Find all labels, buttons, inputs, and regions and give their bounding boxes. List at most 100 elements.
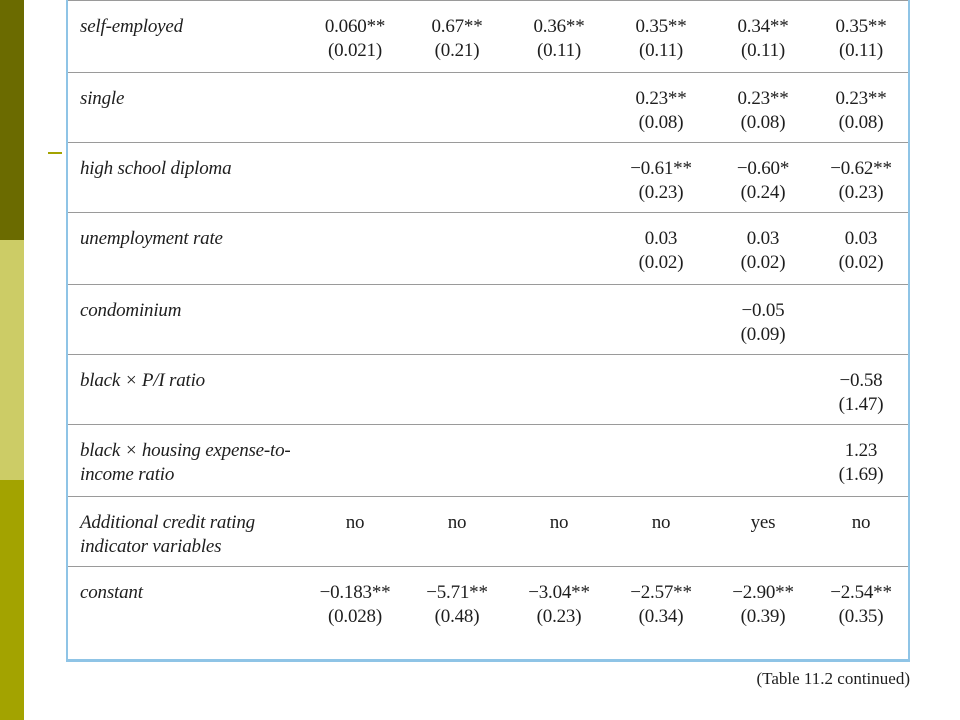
standard-error: (0.021) [327, 40, 382, 61]
coefficient: −0.60* [736, 158, 790, 179]
table-cell [304, 72, 406, 143]
coefficient: 0.03 [746, 228, 780, 249]
table-cell: −0.61** (0.23) [610, 142, 712, 213]
table-cell: no [304, 496, 406, 567]
table-cell: 1.23 (1.69) [814, 424, 908, 497]
coefficient: no [447, 512, 467, 533]
coefficient: −0.62** [830, 158, 892, 179]
standard-error: (0.24) [740, 182, 786, 203]
coefficient: 0.23** [835, 88, 887, 109]
coefficient: 0.36** [533, 16, 585, 37]
slide-strip-dark [0, 0, 24, 240]
coefficient: 0.060** [324, 16, 386, 37]
table-cell [610, 284, 712, 355]
coefficient: −0.58 [839, 370, 883, 391]
standard-error: (0.11) [537, 40, 581, 61]
table-row: high school diploma −0.61** (0.23) −0.60* (0… [68, 142, 908, 213]
table-cell [508, 142, 610, 213]
table-cell: −3.04** (0.23) [508, 566, 610, 637]
table-cell [712, 354, 814, 425]
table-cell: 0.03 (0.02) [814, 212, 908, 285]
coefficient: −0.05 [741, 300, 785, 321]
row-label: single [68, 72, 304, 143]
standard-error: (0.09) [740, 324, 786, 345]
table-row: condominium −0.05 (0.09) [68, 284, 908, 355]
row-label: Additional credit rating indicator varia… [68, 496, 304, 567]
table-cell [304, 284, 406, 355]
coefficient: 0.67** [431, 16, 483, 37]
table-row: single 0.23** (0.08) 0.23** (0.08) 0.23** (0.0… [68, 72, 908, 143]
table-cell [508, 72, 610, 143]
standard-error: (0.02) [638, 252, 684, 273]
table-caption: (Table 11.2 continued) [756, 669, 911, 688]
standard-error: (0.35) [838, 606, 884, 627]
coefficient: 0.03 [844, 228, 878, 249]
table-cell [406, 142, 508, 213]
coefficient: 0.23** [635, 88, 687, 109]
table-cell: 0.34** (0.11) [712, 0, 814, 73]
table-cell [406, 424, 508, 497]
table-cell [304, 212, 406, 285]
accent-dash [48, 152, 62, 154]
table-cell [610, 424, 712, 497]
row-label: condominium [68, 284, 304, 355]
table-cell [508, 424, 610, 497]
table-cell: 0.36** (0.11) [508, 0, 610, 73]
table-cell: −0.183** (0.028) [304, 566, 406, 637]
table-cell [304, 424, 406, 497]
table-row: constant −0.183** (0.028) −5.71** (0.48) −3.0… [68, 566, 908, 637]
coefficient: 1.23 [844, 440, 878, 461]
standard-error: (0.02) [740, 252, 786, 273]
standard-error: (0.34) [638, 606, 684, 627]
standard-error: (0.23) [638, 182, 684, 203]
row-label: self-employed [68, 0, 304, 73]
standard-error: (1.47) [838, 394, 884, 415]
table-cell: −2.57** (0.34) [610, 566, 712, 637]
table-cell [406, 72, 508, 143]
table-cell: 0.35** (0.11) [814, 0, 908, 73]
table-cell: −0.62** (0.23) [814, 142, 908, 213]
table-cell [406, 284, 508, 355]
row-label: black × housing expense-to-income ratio [68, 424, 304, 497]
table-cell: 0.67** (0.21) [406, 0, 508, 73]
coefficient: −2.90** [732, 582, 794, 603]
table-cell: 0.060** (0.021) [304, 0, 406, 73]
coefficient: no [651, 512, 671, 533]
standard-error: (0.08) [838, 112, 884, 133]
table-cell: 0.23** (0.08) [610, 72, 712, 143]
table-row: unemployment rate 0.03 (0.02) 0.03 (0.02) 0.0… [68, 212, 908, 285]
standard-error: (0.48) [434, 606, 480, 627]
table-row: black × housing expense-to-income ratio 1… [68, 424, 908, 497]
coefficient: no [345, 512, 365, 533]
table-cell: −2.54** (0.35) [814, 566, 908, 637]
table-cell [610, 354, 712, 425]
standard-error: (0.11) [639, 40, 683, 61]
table-cell: −0.60* (0.24) [712, 142, 814, 213]
coefficient: −2.54** [830, 582, 892, 603]
table-row: self-employed 0.060** (0.021) 0.67** (0.21) 0… [68, 0, 908, 73]
table-cell: no [508, 496, 610, 567]
table-cell: no [610, 496, 712, 567]
table-cell: 0.03 (0.02) [610, 212, 712, 285]
coefficient: yes [750, 512, 776, 533]
row-label: black × P/I ratio [68, 354, 304, 425]
coefficient: 0.34** [737, 16, 789, 37]
table-cell: no [814, 496, 908, 567]
standard-error: (0.21) [434, 40, 480, 61]
coefficient: −2.57** [630, 582, 692, 603]
standard-error: (0.028) [327, 606, 382, 627]
coefficient: 0.03 [644, 228, 678, 249]
table-cell [508, 354, 610, 425]
standard-error: (0.11) [741, 40, 785, 61]
row-label: unemployment rate [68, 212, 304, 285]
standard-error: (1.69) [838, 464, 884, 485]
coefficient: −5.71** [426, 582, 488, 603]
table-cell [712, 424, 814, 497]
table-cell: −0.05 (0.09) [712, 284, 814, 355]
table-cell: 0.03 (0.02) [712, 212, 814, 285]
table-cell: no [406, 496, 508, 567]
coefficient: no [549, 512, 569, 533]
standard-error: (0.08) [638, 112, 684, 133]
coefficient: 0.35** [635, 16, 687, 37]
table-cell: 0.23** (0.08) [814, 72, 908, 143]
